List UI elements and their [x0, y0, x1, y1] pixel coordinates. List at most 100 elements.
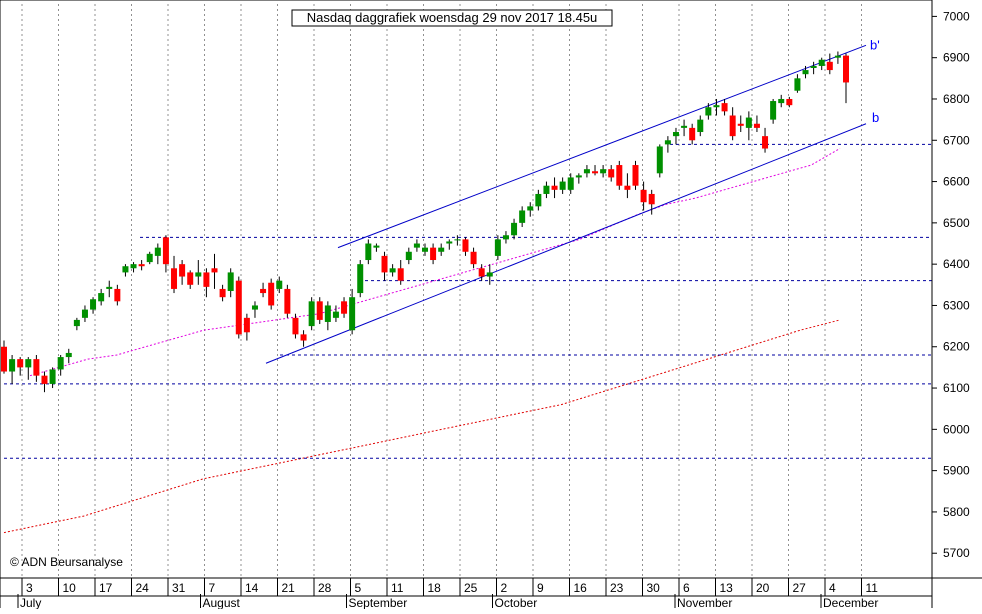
candle-body — [519, 210, 526, 223]
x-tick-label: 17 — [99, 581, 113, 595]
candle-body — [73, 319, 80, 327]
candle-body — [422, 247, 428, 252]
y-tick-label: 6200 — [943, 340, 970, 354]
candle-body — [65, 352, 72, 358]
candle-body — [486, 272, 493, 277]
candle-body — [818, 59, 825, 66]
title-layer: Nasdaq daggrafiek woensdag 29 nov 2017 1… — [291, 9, 613, 27]
candle-body — [381, 255, 388, 273]
horizontal-levels-layer — [4, 143, 932, 459]
candle-body — [494, 239, 501, 256]
y-tick-label: 6000 — [943, 422, 970, 436]
x-tick-label: 18 — [428, 581, 442, 595]
candle-body — [656, 146, 663, 174]
y-tick-label: 6800 — [943, 92, 970, 106]
x-tick-label: 2 — [501, 581, 508, 595]
x-tick-label: 30 — [647, 581, 661, 595]
candle-body — [600, 169, 607, 174]
candle-body — [146, 253, 153, 263]
x-tick-label: 16 — [574, 581, 588, 595]
month-label: November — [677, 596, 732, 609]
candle-body — [251, 305, 258, 310]
candle-body — [697, 119, 704, 133]
candle-body — [171, 268, 178, 289]
candle-body — [90, 299, 97, 310]
candle-body — [332, 311, 339, 318]
y-tick-label: 5900 — [943, 464, 970, 478]
y-tick-label: 6700 — [943, 133, 970, 147]
chart-title: Nasdaq daggrafiek woensdag 29 nov 2017 1… — [307, 10, 598, 25]
candle-body — [357, 264, 364, 294]
x-tick-label: 28 — [318, 581, 332, 595]
candle-body — [81, 309, 88, 318]
candle-body — [664, 140, 671, 145]
candle-body — [502, 235, 509, 240]
candle-body — [235, 280, 242, 335]
candle-body — [648, 193, 655, 205]
candle-body — [17, 359, 24, 368]
candle-body — [122, 266, 129, 273]
candle-body — [292, 317, 299, 335]
candle-body — [57, 357, 64, 370]
y-tick-label: 6900 — [943, 51, 970, 65]
candle-body — [187, 272, 194, 285]
candle-body — [316, 301, 323, 320]
candle-body — [794, 78, 801, 91]
x-tick-label: 7 — [209, 581, 216, 595]
candle-body — [438, 247, 445, 252]
candle-body — [551, 185, 558, 190]
candle-body — [446, 241, 453, 244]
candle-body — [397, 268, 404, 281]
chart-title-box — [291, 9, 613, 27]
candle-body — [203, 272, 210, 287]
moving-average-layer — [3, 148, 841, 534]
x-tick-label: 13 — [720, 581, 734, 595]
candle-body — [770, 101, 777, 120]
candle-body — [616, 165, 623, 186]
candle-body — [324, 305, 331, 322]
month-label: September — [349, 596, 408, 609]
y-tick-label: 6100 — [943, 381, 970, 395]
candle-body — [624, 185, 631, 190]
candle-body — [389, 268, 396, 273]
candle-body — [632, 165, 639, 186]
candle-body — [672, 132, 679, 137]
candle-body — [762, 136, 769, 149]
candle-body — [583, 169, 590, 174]
candle-body — [405, 251, 412, 261]
x-tick-label: 4 — [829, 581, 836, 595]
candle-body — [195, 272, 202, 277]
month-label: October — [495, 596, 538, 609]
candle-body — [543, 185, 550, 194]
candle-body — [826, 61, 833, 71]
candle-body — [300, 334, 307, 341]
x-tick-label: 11 — [866, 581, 879, 595]
candle-body — [308, 301, 315, 327]
candle-body — [535, 193, 542, 207]
candle-body — [98, 293, 105, 302]
candle-body — [162, 237, 169, 265]
x-tick-label: 11 — [391, 581, 404, 595]
candle-body — [341, 301, 348, 314]
candle-body — [640, 189, 647, 203]
candle-body — [365, 243, 372, 261]
channel-lower-line — [265, 123, 867, 364]
candle-body — [106, 286, 113, 289]
x-tick-label: 25 — [464, 581, 478, 595]
copyright-label: © ADN Beursanalyse — [10, 555, 123, 569]
candle-body — [843, 55, 849, 83]
candle-body — [130, 264, 137, 269]
candle-body — [276, 280, 283, 289]
candle-body — [454, 239, 461, 241]
x-tick-label: 20 — [756, 581, 770, 595]
y-tick-label: 6300 — [943, 298, 970, 312]
month-label: August — [203, 596, 241, 609]
trend-channel-layer: b' b — [265, 37, 880, 364]
candle-body — [721, 103, 728, 112]
x-tick-label: 27 — [793, 581, 807, 595]
x-tick-label: 23 — [610, 581, 624, 595]
